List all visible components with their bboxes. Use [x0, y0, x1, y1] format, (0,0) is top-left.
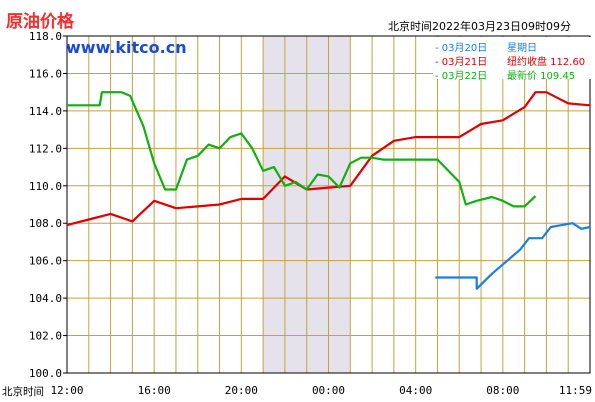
series-line-3 — [67, 91, 537, 208]
site-url[interactable]: www.kitco.cn — [66, 38, 187, 57]
x-tick-label: 12:00 — [50, 384, 83, 397]
y-tick-label: 102.0 — [29, 330, 62, 343]
y-tick-label: 116.0 — [29, 67, 62, 80]
x-axis-title: 北京时间 — [2, 386, 44, 398]
legend-swatch-0322: - — [435, 71, 439, 82]
series-line-1 — [435, 222, 591, 290]
legend-item-0322: - 03月22日 最新价 109.45 — [435, 67, 575, 82]
legend-value-0322: 109.45 — [540, 71, 576, 82]
legend-date-0322: 03月22日 — [441, 71, 488, 82]
x-tick-label: 20:00 — [225, 384, 258, 397]
x-tick-label: 11:59 — [559, 384, 592, 397]
timestamp: 北京时间2022年03月23日09时09分 — [388, 20, 571, 33]
y-tick-label: 100.0 — [29, 367, 62, 380]
legend-label-0321: 纽约收盘 — [506, 57, 547, 68]
legend: - 03月20日 星期日 - 03月21日 纽约收盘 112.60 - 03月2… — [433, 37, 591, 82]
x-tick-label: 00:00 — [312, 384, 345, 397]
chart-title: 原油价格 — [6, 12, 74, 32]
legend-swatch-0321: - — [435, 57, 439, 68]
x-tick-label: 08:00 — [486, 384, 519, 397]
x-tick-label: 04:00 — [399, 384, 432, 397]
y-tick-label: 114.0 — [29, 105, 62, 118]
y-tick-label: 112.0 — [29, 142, 62, 155]
legend-swatch-0320: - — [435, 43, 439, 54]
legend-date-0321: 03月21日 — [441, 57, 488, 68]
series-line-2 — [66, 91, 591, 227]
y-tick-label: 110.0 — [29, 180, 62, 193]
legend-item-0321: - 03月21日 纽约收盘 112.60 — [435, 53, 585, 68]
legend-item-0320: - 03月20日 星期日 — [435, 39, 537, 54]
y-tick-label: 118.0 — [29, 30, 62, 43]
legend-label-0320: 星期日 — [506, 43, 537, 54]
x-tick-label: 16:00 — [138, 384, 171, 397]
y-tick-label: 106.0 — [29, 255, 62, 268]
legend-label-0322: 最新价 — [506, 71, 537, 82]
legend-date-0320: 03月20日 — [441, 43, 488, 54]
legend-value-0321: 112.60 — [550, 57, 586, 68]
y-tick-label: 104.0 — [29, 292, 62, 305]
y-tick-label: 108.0 — [29, 217, 62, 230]
plot-border — [66, 35, 591, 374]
